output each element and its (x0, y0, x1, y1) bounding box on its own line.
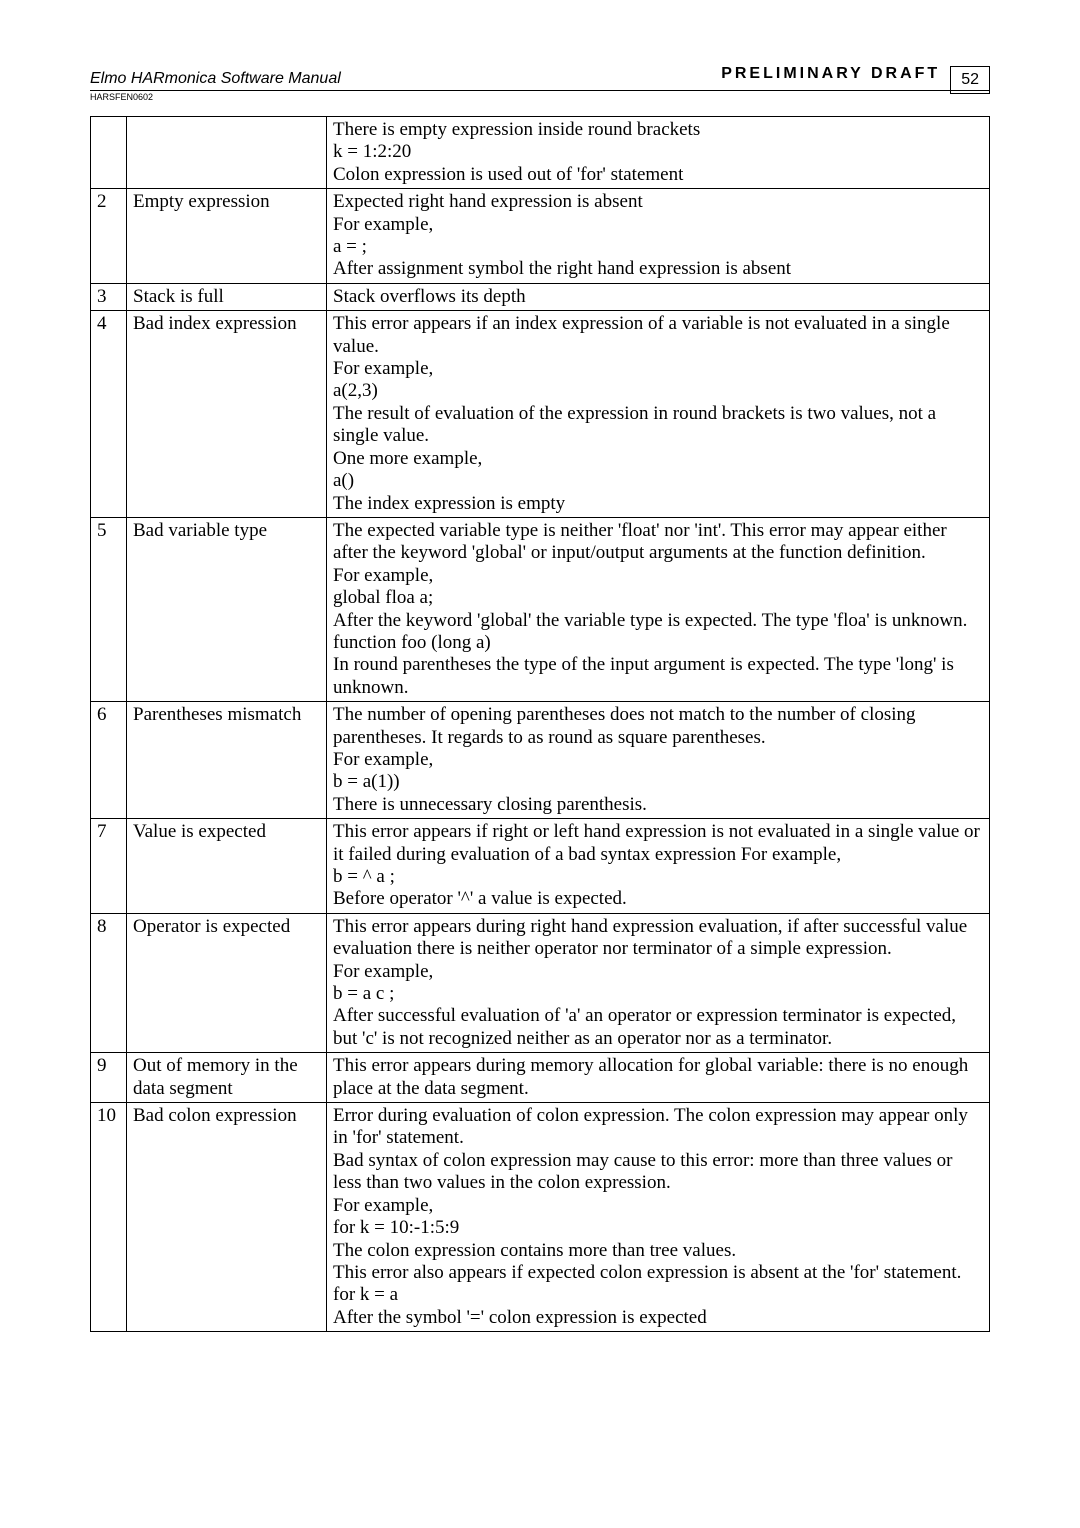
table-row: 3Stack is full Stack overflows its depth (91, 283, 990, 310)
description-line: For example, (333, 1195, 984, 1217)
error-name: Bad index expression (127, 311, 327, 518)
page-number: 52 (950, 66, 990, 94)
description-line: This error appears during memory allocat… (333, 1055, 984, 1100)
description-line: After successful evaluation of 'a' an op… (333, 1005, 984, 1050)
table-row: There is empty expression inside round b… (91, 117, 990, 189)
description-line: a = ; (333, 236, 984, 258)
draft-label: PRELIMINARY DRAFT (721, 65, 940, 83)
description-line: global floa a; (333, 587, 984, 609)
description-line: a(2,3) (333, 380, 984, 402)
description-line: The index expression is empty (333, 493, 984, 515)
error-number: 7 (91, 819, 127, 914)
error-name: Out of memory in the data segment (127, 1053, 327, 1103)
description-line: Before operator '^' a value is expected. (333, 888, 984, 910)
error-description: Error during evaluation of colon express… (327, 1103, 990, 1332)
error-name: Bad variable type (127, 517, 327, 701)
page-header: Elmo HARmonica Software Manual PRELIMINA… (90, 60, 990, 91)
description-line: a() (333, 470, 984, 492)
table-row: 6Parentheses mismatchThe number of openi… (91, 702, 990, 819)
error-number: 3 (91, 283, 127, 310)
error-name: Empty expression (127, 189, 327, 284)
description-line: for k = 10:-1:5:9 (333, 1217, 984, 1239)
description-line: For example, (333, 214, 984, 236)
description-line: Stack overflows its depth (333, 286, 984, 308)
description-line: Expected right hand expression is absent (333, 191, 984, 213)
description-line: This error also appears if expected colo… (333, 1262, 984, 1284)
description-line: After the keyword 'global' the variable … (333, 610, 984, 632)
description-line: There is unnecessary closing parenthesis… (333, 794, 984, 816)
error-table: There is empty expression inside round b… (90, 116, 990, 1332)
description-line: The result of evaluation of the expressi… (333, 403, 984, 448)
error-number: 2 (91, 189, 127, 284)
description-line: Bad syntax of colon expression may cause… (333, 1150, 984, 1195)
error-name: Bad colon expression (127, 1103, 327, 1332)
error-description: Expected right hand expression is absent… (327, 189, 990, 284)
table-row: 2Empty expressionExpected right hand exp… (91, 189, 990, 284)
description-line: for k = a (333, 1284, 984, 1306)
error-name: Parentheses mismatch (127, 702, 327, 819)
error-description: The expected variable type is neither 'f… (327, 517, 990, 701)
description-line: After the symbol '=' colon expression is… (333, 1307, 984, 1329)
description-line: b = a c ; (333, 983, 984, 1005)
error-number: 9 (91, 1053, 127, 1103)
error-description: This error appears during memory allocat… (327, 1053, 990, 1103)
description-line: The number of opening parentheses does n… (333, 704, 984, 749)
error-number: 8 (91, 913, 127, 1052)
document-id: HARSFEN0602 (90, 92, 990, 102)
description-line: After assignment symbol the right hand e… (333, 258, 984, 280)
table-row: 9Out of memory in the data segmentThis e… (91, 1053, 990, 1103)
description-line: This error appears if an index expressio… (333, 313, 984, 358)
table-row: 5Bad variable typeThe expected variable … (91, 517, 990, 701)
description-line: The colon expression contains more than … (333, 1240, 984, 1262)
manual-title: Elmo HARmonica Software Manual (90, 70, 341, 88)
description-line: Error during evaluation of colon express… (333, 1105, 984, 1150)
error-number: 5 (91, 517, 127, 701)
description-line: This error appears if right or left hand… (333, 821, 984, 866)
description-line: k = 1:2:20 (333, 141, 984, 163)
error-description: The number of opening parentheses does n… (327, 702, 990, 819)
description-line: One more example, (333, 448, 984, 470)
description-line: There is empty expression inside round b… (333, 119, 984, 141)
error-number (91, 117, 127, 189)
description-line: This error appears during right hand exp… (333, 916, 984, 961)
description-line: For example, (333, 961, 984, 983)
error-description: This error appears if an index expressio… (327, 311, 990, 518)
description-line: The expected variable type is neither 'f… (333, 520, 984, 565)
description-line: function foo (long a) (333, 632, 984, 654)
table-row: 8Operator is expectedThis error appears … (91, 913, 990, 1052)
error-name (127, 117, 327, 189)
table-row: 10Bad colon expressionError during evalu… (91, 1103, 990, 1332)
header-right: PRELIMINARY DRAFT 52 (721, 60, 990, 88)
description-line: For example, (333, 749, 984, 771)
error-description: This error appears if right or left hand… (327, 819, 990, 914)
description-line: b = a(1)) (333, 771, 984, 793)
description-line: In round parentheses the type of the inp… (333, 654, 984, 699)
description-line: Colon expression is used out of 'for' st… (333, 164, 984, 186)
error-number: 4 (91, 311, 127, 518)
error-name: Operator is expected (127, 913, 327, 1052)
error-description: There is empty expression inside round b… (327, 117, 990, 189)
error-number: 6 (91, 702, 127, 819)
description-line: For example, (333, 358, 984, 380)
error-name: Stack is full (127, 283, 327, 310)
error-description: This error appears during right hand exp… (327, 913, 990, 1052)
error-number: 10 (91, 1103, 127, 1332)
description-line: b = ^ a ; (333, 866, 984, 888)
table-row: 7Value is expectedThis error appears if … (91, 819, 990, 914)
error-description: Stack overflows its depth (327, 283, 990, 310)
error-name: Value is expected (127, 819, 327, 914)
description-line: For example, (333, 565, 984, 587)
table-row: 4Bad index expressionThis error appears … (91, 311, 990, 518)
